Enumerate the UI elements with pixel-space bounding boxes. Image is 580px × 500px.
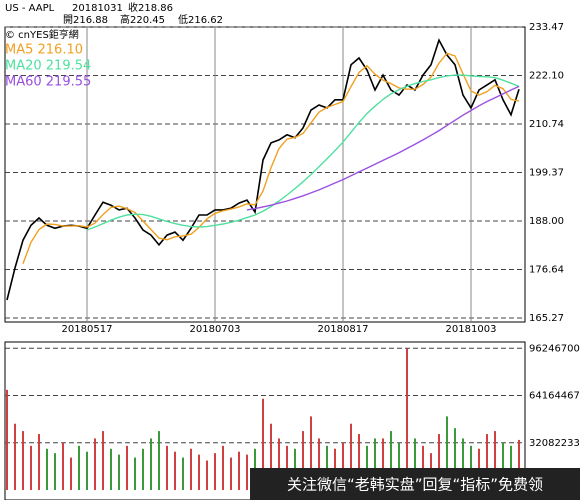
source: © cnYES鉅亨網 xyxy=(5,28,79,41)
y-tick-label: 199.37 xyxy=(529,168,564,179)
x-tick-label: 20180817 xyxy=(318,324,369,335)
y-tick-label: 64164467 xyxy=(529,391,580,402)
price-line xyxy=(246,85,520,211)
volume-bar xyxy=(198,454,200,490)
y-tick-label: 165.27 xyxy=(529,313,564,324)
volume-bar xyxy=(214,453,216,490)
volume-bar xyxy=(486,434,488,490)
volume-bar xyxy=(166,445,168,490)
volume-bar xyxy=(310,416,312,490)
volume-bar xyxy=(86,451,88,490)
price-line xyxy=(86,74,520,231)
volume-bar xyxy=(182,457,184,490)
high-price: 高220.45 xyxy=(120,13,165,26)
y-tick-label: 32082233 xyxy=(529,438,580,449)
volume-bar xyxy=(14,423,16,490)
x-tick-label: 20180703 xyxy=(190,324,241,335)
volume-bar xyxy=(150,438,152,490)
volume-bar xyxy=(470,445,472,490)
volume-bar xyxy=(134,457,136,490)
price-line xyxy=(22,52,520,264)
volume-bar xyxy=(70,457,72,490)
volume-bar xyxy=(62,442,64,490)
volume-bar xyxy=(222,445,224,490)
volume-bar xyxy=(382,438,384,490)
volume-bar xyxy=(494,431,496,490)
volume-bar xyxy=(374,438,376,490)
volume-bar xyxy=(518,439,520,490)
volume-bar xyxy=(126,445,128,490)
y-tick-label: 96246700 xyxy=(529,343,580,354)
open-price: 開216.88 xyxy=(63,14,108,26)
volume-bar xyxy=(406,348,408,490)
volume-bar xyxy=(358,434,360,490)
volume-bar xyxy=(398,442,400,490)
legend-entry: MA5 216.10 xyxy=(5,43,83,58)
volume-bar xyxy=(230,457,232,490)
volume-bar xyxy=(110,448,112,490)
volume-bar xyxy=(278,438,280,490)
volume-bar xyxy=(390,431,392,490)
volume-bar xyxy=(414,438,416,490)
y-tick-label: 176.64 xyxy=(529,264,564,275)
volume-bar xyxy=(22,431,24,490)
volume-bar xyxy=(446,416,448,490)
volume-bar xyxy=(326,445,328,490)
watermark: 关注微信“老韩实盘”回复“指标”免费领 xyxy=(287,476,543,494)
volume-bar xyxy=(238,451,240,490)
volume-bar xyxy=(270,423,272,490)
volume-bar xyxy=(286,445,288,490)
volume-bar xyxy=(366,445,368,490)
volume-bar xyxy=(118,454,120,490)
volume-bar xyxy=(94,438,96,490)
legend-entry: MA60 219.55 xyxy=(5,75,91,90)
y-tick-label: 233.47 xyxy=(529,22,564,33)
volume-bar xyxy=(454,428,456,490)
volume-bar xyxy=(422,445,424,490)
y-tick-label: 210.74 xyxy=(529,119,564,130)
legend-entry: MA20 219.54 xyxy=(5,59,91,74)
volume-bar xyxy=(54,453,56,490)
volume-bar xyxy=(142,448,144,490)
watermark-bg xyxy=(250,468,580,500)
x-tick-label: 20180517 xyxy=(62,324,113,335)
volume-bar xyxy=(30,445,32,490)
volume-bar xyxy=(510,445,512,490)
volume-bar xyxy=(102,431,104,490)
volume-bar xyxy=(318,438,320,490)
y-tick-label: 188.00 xyxy=(529,216,564,227)
symbol: US - AAPL xyxy=(5,3,55,14)
close-price: 收218.86 xyxy=(128,1,173,14)
volume-bar xyxy=(350,423,352,490)
volume-bar xyxy=(78,445,80,490)
volume-bar xyxy=(246,454,248,490)
volume-bar xyxy=(6,389,8,490)
y-tick-label: 222.10 xyxy=(529,71,564,82)
volume-bar xyxy=(438,434,440,490)
volume-bar xyxy=(174,451,176,490)
volume-bar xyxy=(46,448,48,490)
low-price: 低216.62 xyxy=(178,13,223,26)
volume-bar xyxy=(38,434,40,490)
volume-bar xyxy=(502,442,504,490)
volume-bar xyxy=(190,448,192,490)
volume-bar xyxy=(302,431,304,490)
volume-bar xyxy=(206,460,208,490)
volume-bar xyxy=(462,438,464,490)
date: 20181031 xyxy=(72,3,123,14)
volume-panel xyxy=(4,341,526,500)
volume-bar xyxy=(342,442,344,490)
volume-bar xyxy=(262,398,264,490)
volume-bar xyxy=(158,431,160,490)
price-line xyxy=(6,38,520,301)
x-tick-label: 20181003 xyxy=(446,324,497,335)
